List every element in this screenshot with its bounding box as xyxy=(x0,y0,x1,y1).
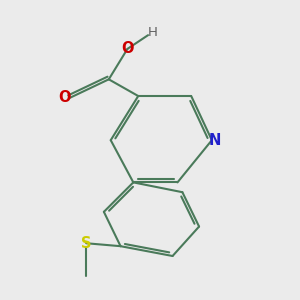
Text: O: O xyxy=(121,41,134,56)
Text: O: O xyxy=(58,91,71,106)
Text: S: S xyxy=(81,236,92,251)
Text: N: N xyxy=(209,133,221,148)
Text: H: H xyxy=(148,26,158,39)
